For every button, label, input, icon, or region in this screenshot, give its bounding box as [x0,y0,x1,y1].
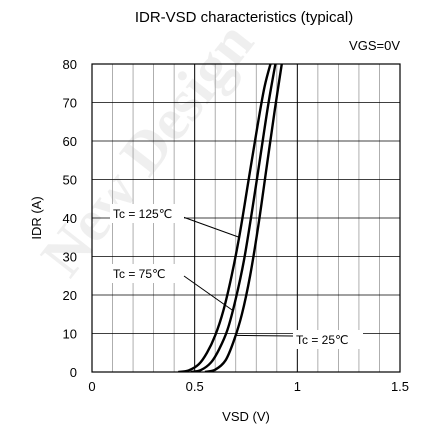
y-tick-label: 0 [70,365,77,380]
x-tick-label: 1 [294,379,301,394]
y-axis-label: IDR (A) [29,196,44,239]
plot-frame [91,63,401,373]
series-label: Tc = 75℃ [113,267,166,281]
annotation-box [110,204,184,223]
annotation-leader [235,334,294,337]
series-line-2 [204,64,283,372]
grid [92,64,400,372]
y-tick-label: 20 [63,288,77,303]
annotation-leader [182,216,240,238]
x-axis-label: VSD (V) [222,409,270,424]
x-tick-label: 1.5 [391,379,409,394]
annotations: Tc = 125℃ Tc = 75℃ Tc = 25℃ [110,204,363,349]
annotation-box [293,330,363,349]
y-tick-label: 60 [63,134,77,149]
series-label: Tc = 125℃ [113,207,172,221]
series-label: Tc = 25℃ [296,333,349,347]
annotation-box [110,264,176,283]
series-lines [178,64,283,372]
series-line-1 [190,64,277,372]
chart-condition: VGS=0V [349,38,400,53]
y-tick-label: 70 [63,96,77,111]
y-tick-label: 10 [63,327,77,342]
y-tick-label: 30 [63,250,77,265]
y-tick-label: 40 [63,211,77,226]
x-tick-label: 0 [88,379,95,394]
y-tick-label: 50 [63,173,77,188]
chart-title: IDR-VSD characteristics (typical) [135,9,353,26]
annotation-leader [183,275,233,311]
x-axis-ticks: 0 0.5 1 1.5 [88,379,409,394]
y-tick-label: 80 [63,57,77,72]
y-axis-ticks: 0 10 20 30 40 50 60 70 80 [63,57,77,380]
x-tick-label: 0.5 [186,379,204,394]
series-line-0 [178,64,272,372]
